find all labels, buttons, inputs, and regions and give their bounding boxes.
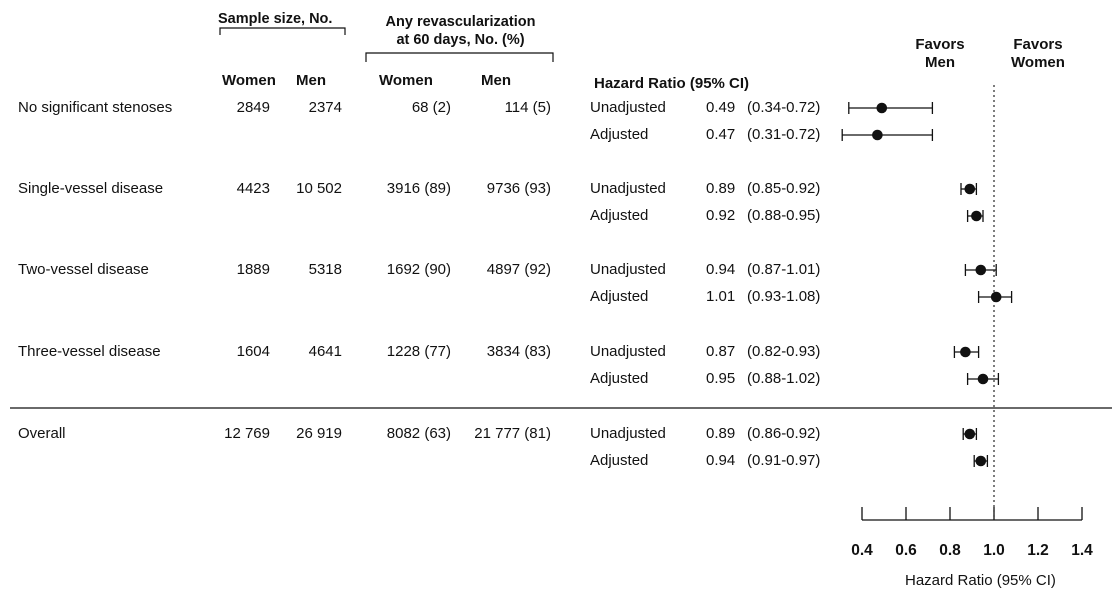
model-label: Unadjusted [590, 99, 666, 116]
point-estimate [964, 428, 976, 440]
revasc-women-value: 68 (2) [411, 99, 451, 116]
hr-ci-value: (0.82-0.93) [747, 343, 821, 360]
hr-ci-value: (0.88-0.95) [747, 207, 821, 224]
hr-estimate-value: 0.92 [706, 207, 736, 224]
hr-ci-value: (0.93-1.08) [747, 288, 821, 305]
x-tick-label: 1.0 [983, 542, 1005, 559]
x-tick-label: 1.4 [1071, 542, 1093, 559]
x-tick-label: 0.4 [851, 542, 873, 559]
sample-men-value: 2374 [308, 99, 342, 116]
hr-estimate-value: 0.94 [706, 261, 736, 278]
revasc-women-value: 1692 (90) [386, 261, 451, 278]
group-label: Three-vessel disease [18, 343, 161, 360]
revasc-women-value: 8082 (63) [386, 425, 451, 442]
group-label: Single-vessel disease [18, 180, 164, 197]
hr-estimate-value: 0.94 [706, 452, 736, 469]
sample-men-value: 5318 [308, 261, 342, 278]
model-label: Unadjusted [590, 180, 666, 197]
point-estimate [977, 373, 989, 385]
revasc-men-header: Men [481, 72, 511, 89]
revasc-women-header: Women [379, 72, 433, 89]
point-estimate [960, 346, 971, 358]
model-label: Adjusted [590, 452, 649, 469]
revasc-men-value: 3834 (83) [486, 343, 551, 360]
revasc-bracket [365, 52, 554, 62]
sample-women-value: 2849 [236, 99, 270, 116]
sample-men-value: 4641 [308, 343, 342, 360]
sample-men-value: 10 502 [296, 180, 342, 197]
hr-estimate-value: 0.89 [706, 180, 736, 197]
favors-women-line2: Women [1011, 54, 1065, 71]
hr-estimate-value: 0.49 [706, 99, 736, 116]
hr-ci-value: (0.86-0.92) [747, 425, 821, 442]
sample-women-value: 4423 [236, 180, 270, 197]
hr-ci-value: (0.87-1.01) [747, 261, 821, 278]
revasc-header-line2: at 60 days, No. (%) [396, 32, 525, 48]
revasc-men-value: 4897 (92) [486, 261, 551, 278]
sample-women-value: 1604 [236, 343, 270, 360]
hr-estimate-value: 0.87 [706, 343, 736, 360]
hr-estimate-value: 0.89 [706, 425, 736, 442]
favors-men-line1: Favors [915, 36, 965, 53]
model-label: Adjusted [590, 207, 649, 224]
sample-men-value: 26 919 [296, 425, 342, 442]
model-label: Adjusted [590, 288, 649, 305]
x-tick-label: 0.6 [895, 542, 917, 559]
point-estimate [975, 264, 987, 276]
hr-estimate-value: 0.95 [706, 370, 736, 387]
x-axis-label: Hazard Ratio (95% CI) [905, 572, 1056, 589]
hr-ci-value: (0.34-0.72) [747, 99, 821, 116]
hazard-ratio-header: Hazard Ratio (95% CI) [594, 75, 750, 92]
sample-women-header: Women [222, 72, 276, 89]
x-tick-label: 0.8 [939, 542, 961, 559]
hr-ci-value: (0.88-1.02) [747, 370, 821, 387]
point-estimate [975, 455, 987, 467]
sample-women-value: 12 769 [224, 425, 270, 442]
favors-men-line2: Men [925, 54, 955, 71]
revasc-header-line1: Any revascularization [385, 14, 536, 30]
point-estimate [971, 210, 982, 222]
hr-ci-value: (0.85-0.92) [747, 180, 821, 197]
revasc-men-value: 9736 (93) [486, 180, 551, 197]
revasc-women-value: 1228 (77) [386, 343, 451, 360]
point-estimate [872, 129, 883, 141]
hr-estimate-value: 0.47 [706, 126, 736, 143]
sample-women-value: 1889 [236, 261, 270, 278]
revasc-men-value: 114 (5) [504, 99, 551, 116]
model-label: Unadjusted [590, 343, 666, 360]
hr-estimate-value: 1.01 [706, 288, 736, 305]
point-estimate [964, 183, 976, 195]
model-label: Adjusted [590, 126, 649, 143]
sample-size-bracket [219, 27, 346, 35]
point-estimate [990, 291, 1002, 303]
revasc-women-value: 3916 (89) [386, 180, 451, 197]
sample-size-header: Sample size, No. [218, 11, 333, 27]
hr-ci-value: (0.31-0.72) [747, 126, 821, 143]
x-tick-label: 1.2 [1027, 542, 1049, 559]
model-label: Unadjusted [590, 261, 666, 278]
revasc-men-value: 21 777 (81) [474, 425, 551, 442]
sample-men-header: Men [296, 72, 326, 89]
favors-women-line1: Favors [1013, 36, 1063, 53]
model-label: Adjusted [590, 370, 649, 387]
group-label: Two-vessel disease [18, 261, 149, 278]
group-label: No significant stenoses [18, 99, 173, 116]
point-estimate [876, 102, 888, 114]
model-label: Unadjusted [590, 425, 666, 442]
group-label: Overall [18, 425, 66, 442]
hr-ci-value: (0.91-0.97) [747, 452, 821, 469]
